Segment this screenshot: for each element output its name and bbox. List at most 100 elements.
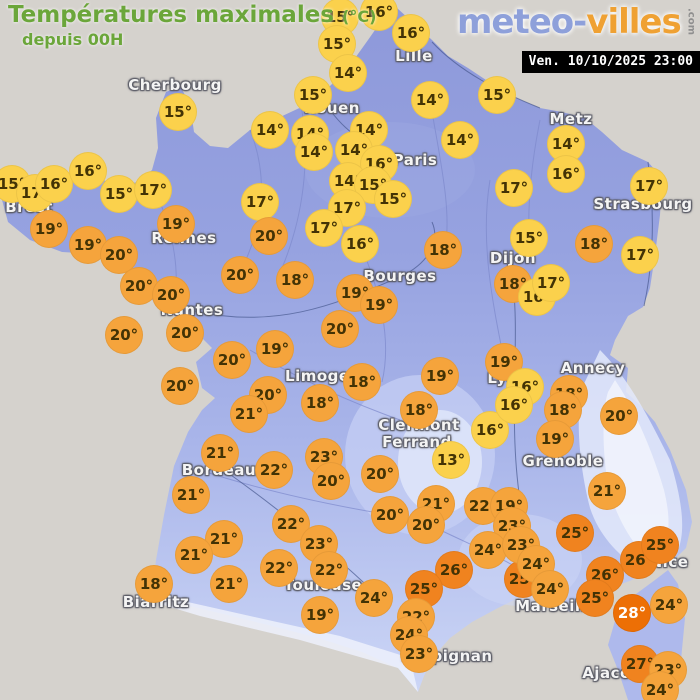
page-title: Températures maximales (°C): [8, 2, 376, 28]
temp-bubble: 19°: [30, 210, 68, 248]
temp-bubble: 15°: [321, 0, 359, 36]
temp-bubble: 16°: [495, 386, 533, 424]
temp-bubble: 20°: [312, 462, 350, 500]
temp-bubble: 18°: [575, 225, 613, 263]
temp-bubble: 15°: [294, 76, 332, 114]
temp-bubble: 16°: [341, 225, 379, 263]
temp-bubble: 17°: [241, 183, 279, 221]
logo-suffix-com: .com: [685, 8, 697, 36]
temp-bubble: 17°: [495, 169, 533, 207]
temp-bubble: 17°: [621, 236, 659, 274]
temp-bubble: 14°: [441, 121, 479, 159]
temp-bubble: 25°: [576, 579, 614, 617]
temp-bubble: 14°: [329, 54, 367, 92]
temp-bubble: 21°: [175, 536, 213, 574]
temp-bubble: 20°: [166, 314, 204, 352]
temp-bubble: 19°: [157, 205, 195, 243]
temp-bubble: 13°: [432, 441, 470, 479]
page-title-unit: (°C): [342, 7, 377, 26]
temp-bubble: 28°: [613, 594, 651, 632]
temp-bubble: 15°: [510, 219, 548, 257]
temp-bubble: 22°: [260, 549, 298, 587]
temp-bubble: 20°: [407, 506, 445, 544]
city-label-lille: Lille: [395, 47, 433, 65]
city-label-limoges: Limoges: [285, 367, 359, 385]
temp-bubble: 24°: [531, 570, 569, 608]
temp-bubble: 21°: [588, 472, 626, 510]
page-subtitle: depuis 00H: [22, 30, 124, 49]
temp-bubble: 15°: [100, 175, 138, 213]
temp-bubble: 25°: [556, 514, 594, 552]
temp-bubble: 14°: [411, 81, 449, 119]
temp-bubble: 21°: [210, 565, 248, 603]
temp-bubble: 23°: [400, 635, 438, 673]
temp-bubble: 18°: [301, 384, 339, 422]
temp-bubble: 20°: [371, 496, 409, 534]
temp-bubble: 20°: [161, 367, 199, 405]
city-label-ferrand: Ferrand: [382, 433, 452, 451]
temp-bubble: 20°: [361, 455, 399, 493]
temp-bubble: 22°: [310, 551, 348, 589]
city-label-metz: Metz: [549, 110, 593, 128]
temp-bubble: 21°: [172, 476, 210, 514]
page-title-text: Températures maximales: [8, 2, 334, 28]
city-label-paris: Paris: [392, 151, 438, 169]
temp-bubble: 20°: [213, 341, 251, 379]
temp-bubble: 21°: [205, 520, 243, 558]
temp-bubble: 17°: [532, 264, 570, 302]
temp-bubble: 16°: [360, 0, 398, 31]
temp-bubble: 14°: [251, 111, 289, 149]
title-block: Températures maximales (°C) depuis 00H: [8, 2, 376, 49]
city-label-bourges: Bourges: [363, 267, 437, 285]
temp-bubble: 25°: [641, 526, 679, 564]
temp-bubble: 19°: [256, 330, 294, 368]
temp-bubble: 24°: [517, 545, 555, 583]
temp-bubble: 15°: [159, 93, 197, 131]
logo-part-villes: villes: [586, 2, 681, 42]
temp-bubble: 17°: [134, 171, 172, 209]
temp-bubble: 16°: [35, 165, 73, 203]
city-label-grenoble: Grenoble: [522, 452, 604, 470]
temp-bubble: 20°: [120, 267, 158, 305]
datetime-banner: Ven. 10/10/2025 23:00: [521, 51, 700, 73]
meteo-villes-logo[interactable]: meteo-villes .com: [457, 2, 697, 42]
pyrenees-terrain: [152, 594, 418, 692]
temp-bubble: 16°: [392, 14, 430, 52]
temp-bubble: 16°: [547, 155, 585, 193]
city-label-annecy: Annecy: [560, 359, 626, 377]
temp-bubble: 18°: [343, 363, 381, 401]
temp-bubble: 19°: [360, 286, 398, 324]
temp-bubble: 19°: [421, 357, 459, 395]
temp-bubble: 20°: [152, 276, 190, 314]
temp-bubble: 18°: [276, 261, 314, 299]
temp-bubble: 22°: [272, 505, 310, 543]
city-label-cherbourg: Cherbourg: [128, 76, 222, 94]
temp-bubble: 20°: [105, 316, 143, 354]
temp-bubble: 20°: [600, 397, 638, 435]
temp-bubble: 20°: [221, 256, 259, 294]
temp-bubble: 18°: [424, 231, 462, 269]
temp-bubble: 19°: [536, 420, 574, 458]
temp-bubble: 24°: [355, 579, 393, 617]
temp-bubble: 17°: [305, 209, 343, 247]
temp-bubble: 14°: [547, 125, 585, 163]
temp-bubble: 19°: [301, 596, 339, 634]
temp-bubble: 15°: [478, 76, 516, 114]
logo-part-meteo: meteo-: [457, 2, 587, 42]
temp-bubble: 24°: [469, 531, 507, 569]
temp-bubble: 15°: [374, 180, 412, 218]
temp-bubble: 21°: [230, 395, 268, 433]
temp-bubble: 21°: [201, 434, 239, 472]
temp-bubble: 18°: [135, 565, 173, 603]
temp-bubble: 14°: [295, 133, 333, 171]
temp-bubble: 17°: [630, 167, 668, 205]
temp-bubble: 16°: [69, 152, 107, 190]
temp-bubble: 20°: [250, 217, 288, 255]
temp-bubble: 24°: [641, 671, 679, 700]
temp-bubble: 22°: [255, 451, 293, 489]
temp-bubble: 20°: [321, 310, 359, 348]
temp-bubble: 19°: [69, 226, 107, 264]
temp-bubble: 24°: [650, 586, 688, 624]
temp-bubble: 18°: [400, 391, 438, 429]
